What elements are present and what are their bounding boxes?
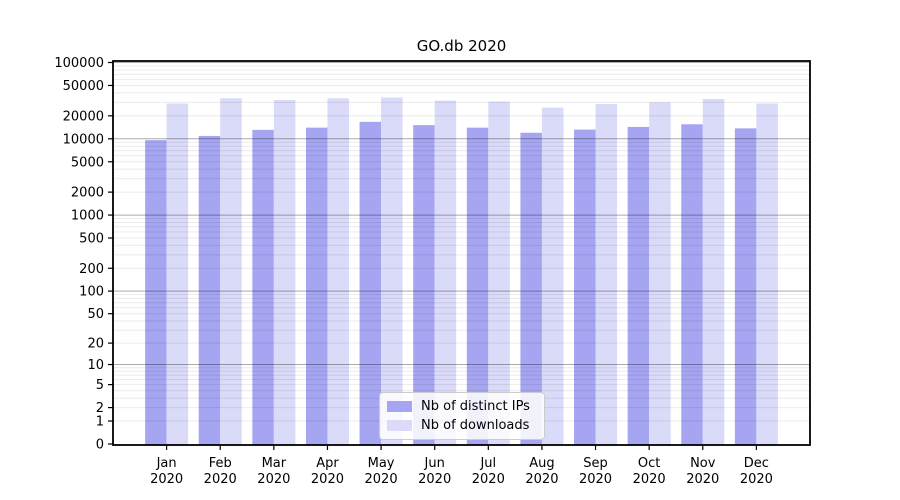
x-tick-label-month: Apr (316, 456, 339, 471)
y-tick-label: 200 (79, 262, 104, 277)
y-tick-label: 1 (96, 415, 104, 430)
y-tick-label: 2000 (71, 186, 104, 201)
bar-distinct-ips (734, 128, 757, 446)
y-tick-label: 10000 (63, 132, 104, 147)
x-tick-label-year: 2020 (150, 472, 183, 487)
x-tick-label-month: Mar (262, 456, 287, 471)
legend-swatch-downloads (387, 420, 412, 431)
x-tick-label-month: Oct (638, 456, 660, 471)
y-tick-label: 1000 (71, 209, 104, 224)
y-tick-label: 0 (96, 438, 104, 453)
y-tick-label: 100000 (54, 56, 104, 71)
x-tick-label-month: Sep (583, 456, 608, 471)
legend-swatch-distinct-ips (387, 401, 412, 412)
y-tick-label: 5 (96, 378, 104, 393)
x-tick-label-month: Jul (479, 456, 496, 471)
plot-border (112, 60, 811, 446)
bar-distinct-ips (252, 129, 274, 445)
x-tick-label-month: Nov (690, 456, 716, 471)
bar-downloads (327, 98, 349, 445)
x-tick-label-year: 2020 (204, 472, 237, 487)
x-tick-label-year: 2020 (365, 472, 398, 487)
bar-downloads (488, 101, 510, 446)
y-tick-label: 100 (79, 285, 104, 300)
x-tick-label-month: Jan (156, 456, 177, 471)
x-tick-label-month: Jun (424, 456, 445, 471)
x-tick-label-year: 2020 (311, 472, 344, 487)
bar-downloads (541, 107, 564, 445)
bar-distinct-ips (574, 129, 596, 445)
bar-downloads (595, 103, 618, 445)
bar-distinct-ips (413, 125, 435, 446)
bar-downloads (756, 103, 778, 446)
bar-downloads (273, 99, 296, 445)
y-tick-label: 2 (96, 401, 104, 416)
y-tick-label: 50 (87, 307, 104, 322)
x-tick-label-year: 2020 (472, 472, 505, 487)
bar-distinct-ips (359, 121, 382, 445)
x-tick-label-year: 2020 (418, 472, 451, 487)
x-tick-label-month: Dec (744, 456, 769, 471)
legend-item-downloads: Nb of downloads (387, 416, 544, 435)
x-tick-label-year: 2020 (579, 472, 612, 487)
x-tick-label-year: 2020 (633, 472, 666, 487)
bar-downloads (166, 103, 189, 446)
bar-downloads (220, 98, 242, 445)
y-tick-label: 10 (87, 358, 104, 373)
legend: Nb of distinct IPs Nb of downloads (379, 392, 545, 440)
bar-distinct-ips (681, 124, 703, 446)
y-tick-label: 5000 (71, 155, 104, 170)
x-tick-label-year: 2020 (525, 472, 558, 487)
bar-distinct-ips (305, 127, 328, 445)
bar-distinct-ips (627, 126, 650, 445)
bar-downloads (381, 97, 403, 445)
y-tick-label: 20000 (63, 109, 104, 124)
bar-distinct-ips (520, 132, 542, 445)
y-tick-label: 50000 (63, 79, 104, 94)
bar-distinct-ips (198, 135, 221, 445)
x-tick-label-month: Aug (529, 456, 554, 471)
x-tick-label-year: 2020 (686, 472, 719, 487)
y-tick-label: 500 (79, 232, 104, 247)
bar-downloads (649, 102, 671, 446)
bar-distinct-ips (466, 127, 489, 445)
legend-label: Nb of distinct IPs (421, 399, 530, 414)
chart-title: GO.db 2020 (416, 37, 507, 55)
x-tick-label-month: May (368, 456, 395, 471)
y-tick-label: 20 (87, 337, 104, 352)
bar-downloads (702, 99, 725, 445)
legend-label: Nb of downloads (421, 418, 530, 433)
bar-distinct-ips (145, 140, 167, 446)
bar-downloads (434, 100, 457, 446)
x-tick-label-year: 2020 (740, 472, 773, 487)
x-tick-label-year: 2020 (257, 472, 290, 487)
legend-item-distinct-ips: Nb of distinct IPs (387, 397, 544, 416)
x-tick-label-month: Feb (209, 456, 232, 471)
